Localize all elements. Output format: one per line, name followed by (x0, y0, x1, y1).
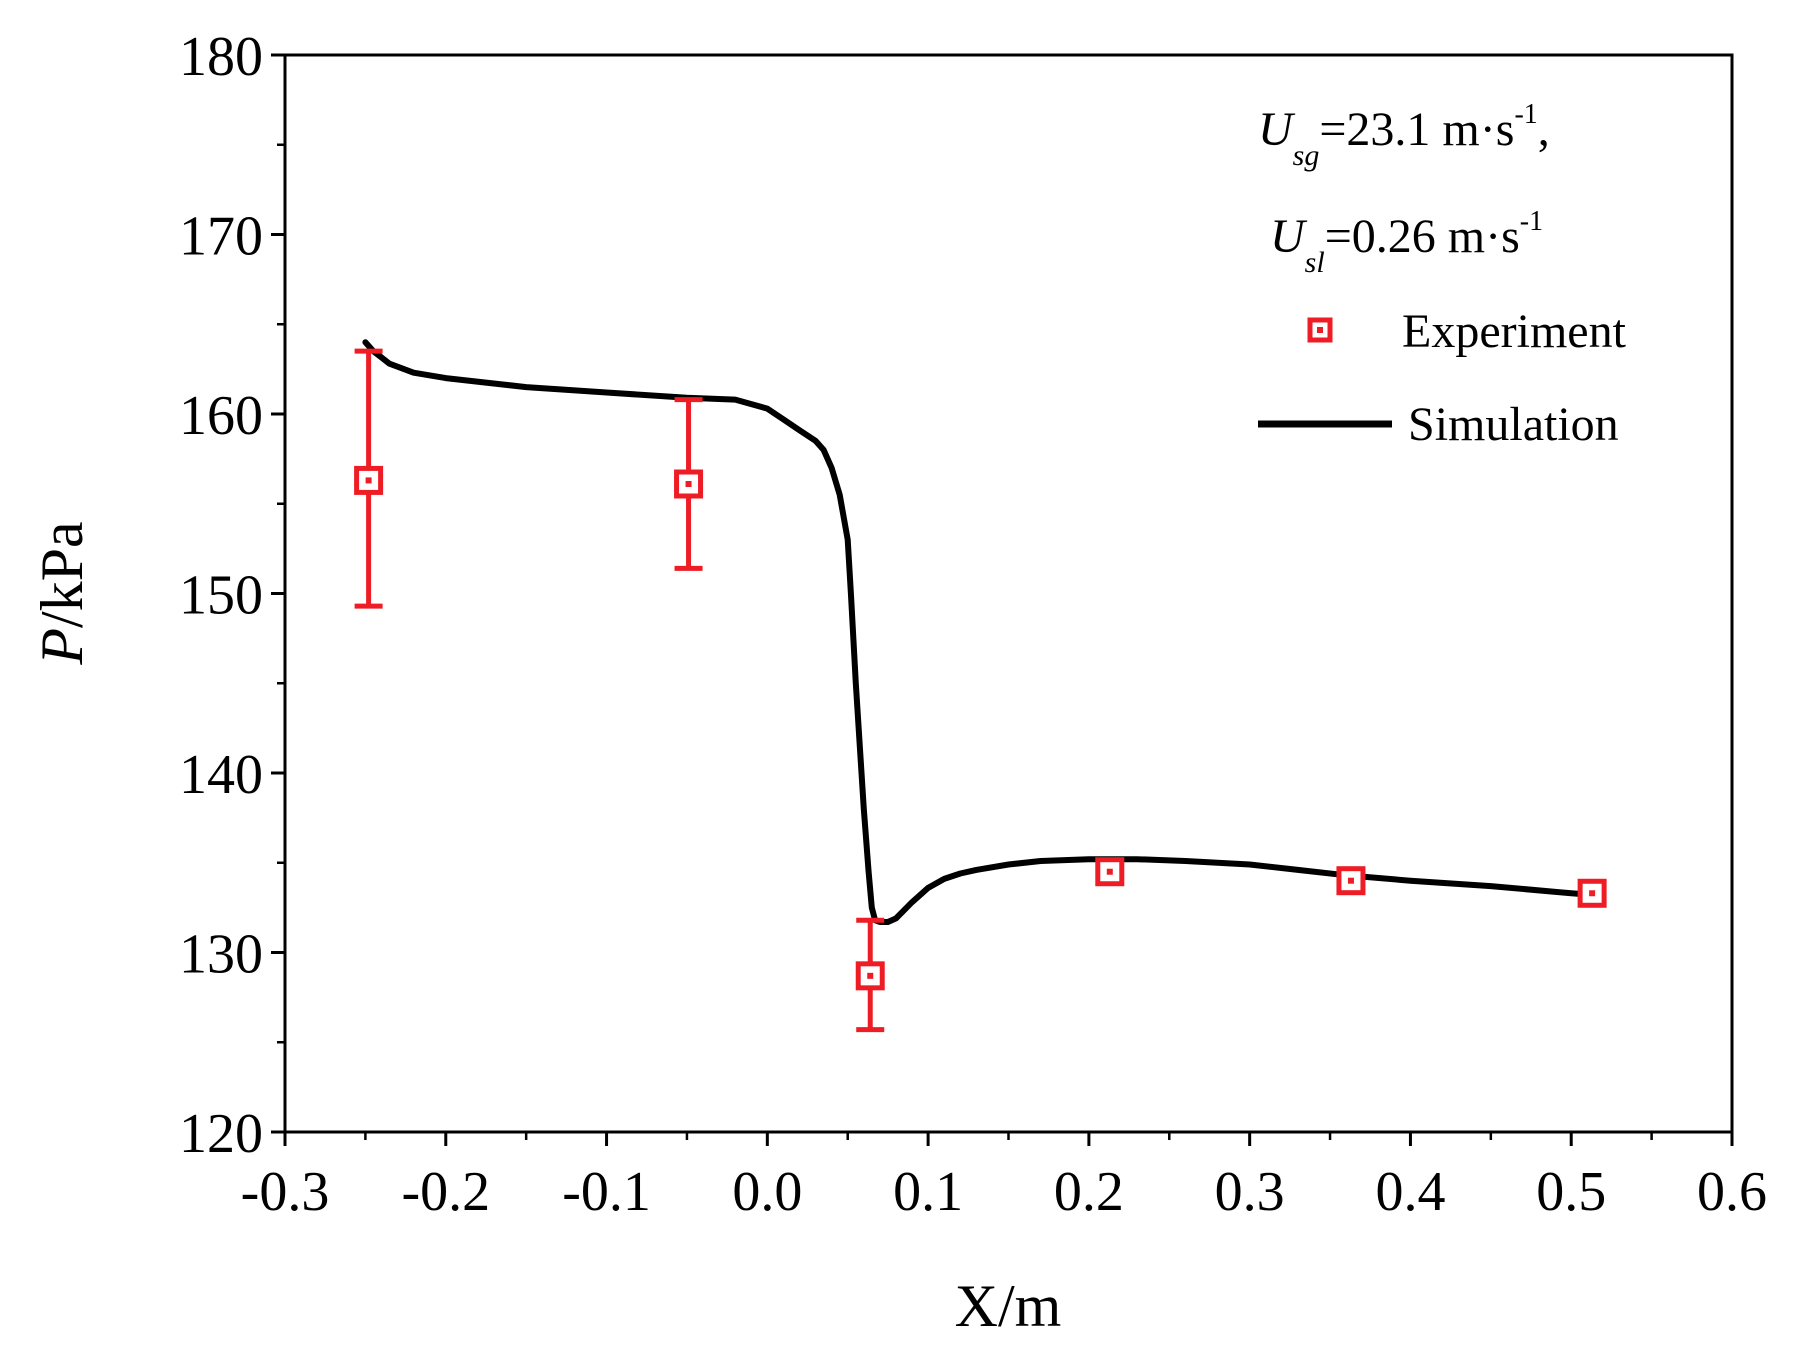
y-tick-label: 180 (179, 26, 263, 88)
x-tick-labels: -0.3 -0.2 -0.1 0.0 0.1 0.2 0.3 0.4 0.5 0.6 (241, 1161, 1767, 1223)
y-tick-label: 160 (179, 385, 263, 447)
y-tick-label: 140 (179, 744, 263, 806)
legend-experiment-label: Experiment (1402, 305, 1627, 358)
x-tick-label: 0.5 (1536, 1161, 1606, 1223)
axis-ticks (271, 53, 1734, 1146)
experiment-point (1095, 857, 1125, 887)
x-tick-label: -0.3 (241, 1161, 330, 1223)
x-tick-label: -0.2 (401, 1161, 490, 1223)
experiment-point (674, 469, 704, 499)
annotation-usg: Usg=23.1 m·s-1, (1258, 99, 1550, 172)
annotation-usl: Usl=0.26 m·s-1 (1270, 206, 1543, 279)
y-tick-label: 130 (179, 924, 263, 986)
legend-experiment-marker-dot (1317, 327, 1323, 333)
y-axis-title-var: P (29, 628, 95, 666)
experiment-point-center (1589, 890, 1596, 897)
experiment-point-center (1106, 868, 1113, 875)
legend-simulation-label: Simulation (1408, 398, 1619, 451)
y-tick-label: 150 (179, 565, 263, 627)
y-tick-label: 170 (179, 206, 263, 268)
y-axis-title-unit: /kPa (29, 521, 95, 628)
x-tick-label: 0.2 (1054, 1161, 1124, 1223)
y-tick-label: 120 (179, 1103, 263, 1165)
x-tick-label: 0.1 (893, 1161, 963, 1223)
x-tick-label: -0.1 (562, 1161, 651, 1223)
x-tick-label: 0.3 (1215, 1161, 1285, 1223)
experiment-point-center (1347, 877, 1354, 884)
x-tick-label: 0.6 (1697, 1161, 1767, 1223)
x-tick-label: 0.4 (1375, 1161, 1445, 1223)
y-tick-labels: 120 130 140 150 160 170 180 (179, 26, 263, 1165)
experiment-point-center (867, 972, 874, 979)
experiment-point-center (685, 481, 692, 488)
experiment-point (1336, 866, 1366, 896)
x-tick-label: 0.0 (732, 1161, 802, 1223)
experiment-point-center (365, 477, 372, 484)
y-axis-title: P/kPa (29, 521, 95, 665)
legend: Experiment Simulation (1258, 305, 1627, 451)
experiment-series (354, 348, 1607, 1033)
x-axis-title: X/m (955, 1273, 1062, 1339)
